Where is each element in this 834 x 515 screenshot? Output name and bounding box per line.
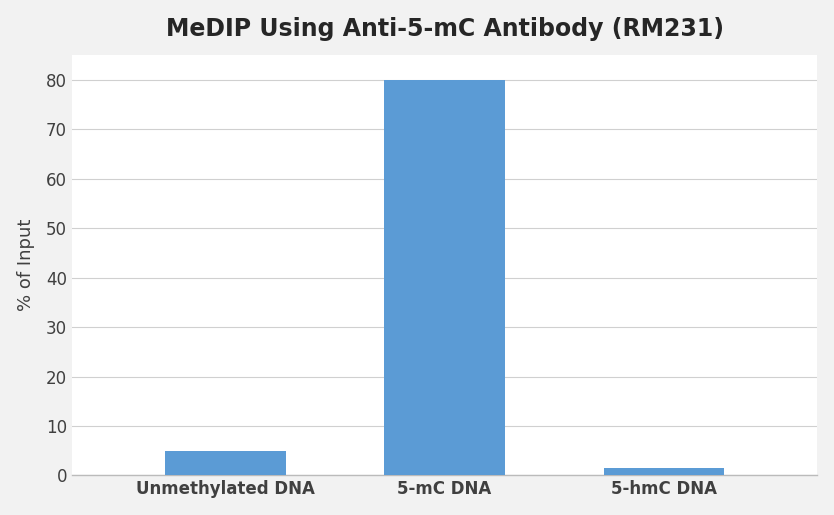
Bar — [165, 451, 285, 475]
Y-axis label: % of Input: % of Input — [17, 219, 35, 312]
Bar — [384, 80, 505, 475]
Title: MeDIP Using Anti-5-mC Antibody (RM231): MeDIP Using Anti-5-mC Antibody (RM231) — [165, 16, 724, 41]
Bar — [604, 468, 724, 475]
